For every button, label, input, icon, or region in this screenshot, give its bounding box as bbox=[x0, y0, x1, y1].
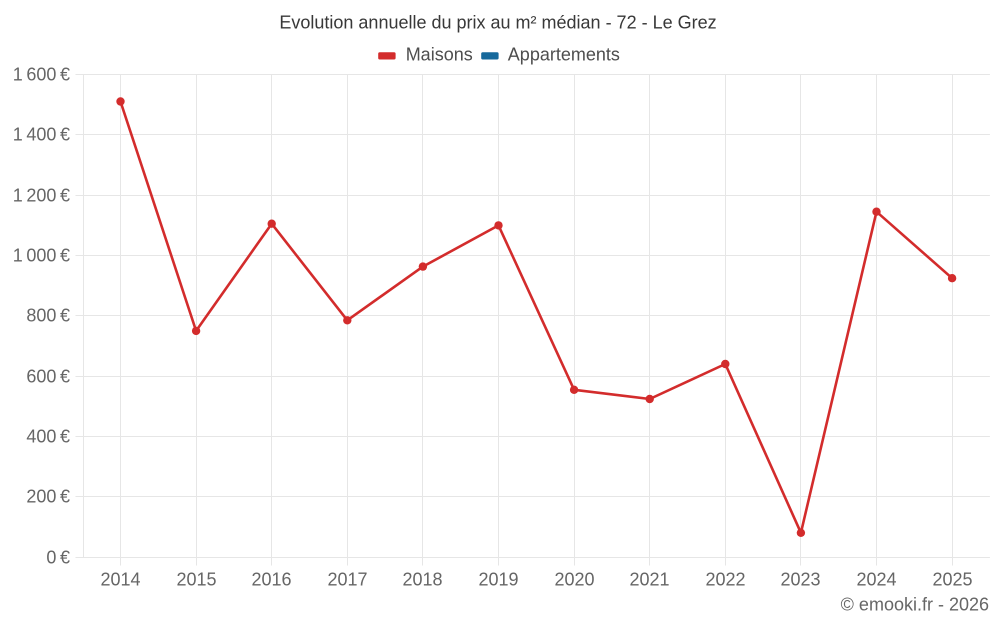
svg-text:2017: 2017 bbox=[327, 570, 367, 590]
svg-text:1 000 €: 1 000 € bbox=[13, 246, 70, 266]
svg-text:2016: 2016 bbox=[251, 570, 291, 590]
svg-text:0 €: 0 € bbox=[46, 548, 70, 568]
svg-text:400 €: 400 € bbox=[26, 427, 70, 447]
svg-text:2020: 2020 bbox=[554, 570, 594, 590]
svg-text:2021: 2021 bbox=[629, 570, 669, 590]
svg-text:600 €: 600 € bbox=[26, 367, 70, 387]
svg-text:2018: 2018 bbox=[402, 570, 442, 590]
svg-text:Evolution annuelle du prix au: Evolution annuelle du prix au m² médian … bbox=[279, 13, 716, 33]
svg-text:200 €: 200 € bbox=[26, 487, 70, 507]
svg-text:2023: 2023 bbox=[780, 570, 820, 590]
svg-text:2025: 2025 bbox=[932, 570, 972, 590]
svg-text:Maisons: Maisons bbox=[406, 44, 473, 64]
svg-text:1 400 €: 1 400 € bbox=[13, 125, 70, 145]
svg-text:2022: 2022 bbox=[705, 570, 745, 590]
svg-text:800 €: 800 € bbox=[26, 306, 70, 326]
svg-text:Appartements: Appartements bbox=[508, 44, 620, 64]
svg-text:© emooki.fr - 2026: © emooki.fr - 2026 bbox=[841, 594, 989, 614]
svg-text:1 600 €: 1 600 € bbox=[13, 65, 70, 85]
svg-text:2015: 2015 bbox=[176, 570, 216, 590]
svg-text:2014: 2014 bbox=[100, 570, 140, 590]
svg-text:2019: 2019 bbox=[478, 570, 518, 590]
svg-text:1 200 €: 1 200 € bbox=[13, 186, 70, 206]
svg-text:2024: 2024 bbox=[856, 570, 896, 590]
